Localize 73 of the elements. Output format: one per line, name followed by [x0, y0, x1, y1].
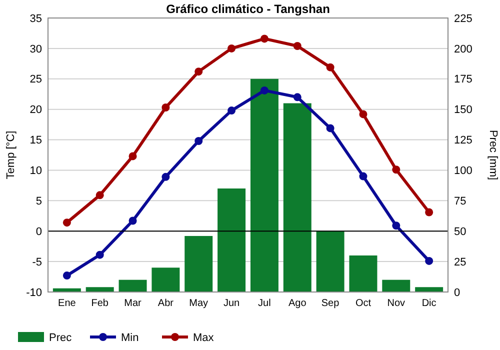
y-tick-label: 5	[36, 196, 42, 208]
y2-tick-label: 225	[454, 12, 472, 25]
y-tick-label: 30	[30, 43, 42, 56]
x-tick-label: Dic	[422, 298, 436, 309]
y2-tick-label: 100	[454, 165, 472, 178]
bar	[118, 280, 147, 292]
x-tick-label: Feb	[91, 298, 109, 309]
point	[326, 63, 334, 72]
y-tick-label: -10	[26, 286, 42, 299]
y2-tick-label: 175	[454, 74, 472, 86]
y-tick-label: 20	[30, 104, 42, 116]
y-axis-title: Temp [°C]	[5, 130, 17, 180]
y2-tick-label: 50	[454, 226, 466, 238]
point	[228, 44, 236, 52]
point	[228, 106, 236, 115]
point	[326, 124, 334, 132]
bar	[283, 103, 312, 292]
point	[293, 93, 302, 102]
y2-tick-label: 125	[454, 134, 472, 147]
point	[260, 86, 268, 94]
point	[128, 216, 137, 225]
x-tick-label: Sep	[321, 298, 340, 309]
y-tick-label: 35	[30, 12, 42, 25]
point	[392, 166, 400, 174]
bar	[382, 280, 410, 292]
x-tick-label: Ene	[58, 298, 76, 309]
y2-axis-title: Prec [mm]	[487, 130, 499, 180]
bar	[152, 268, 180, 292]
y2-tick-label: 25	[454, 256, 466, 268]
legend-label: Max	[193, 332, 214, 344]
chart-title: Gráfico climático - Tangshan	[166, 2, 330, 16]
x-tick-label: Mar	[124, 298, 142, 309]
point	[162, 104, 170, 112]
bar	[250, 78, 278, 292]
point	[194, 136, 203, 145]
y2-tick-label: 75	[454, 196, 466, 208]
point	[194, 68, 203, 76]
point	[392, 222, 400, 230]
y-tick-label: -5	[32, 256, 42, 268]
y2-tick-label: 150	[454, 104, 472, 116]
x-tick-label: Ago	[288, 298, 307, 309]
y2-tick-label: 200	[454, 43, 472, 56]
y-tick-label: 0	[36, 226, 42, 238]
x-tick-label: Jul	[258, 298, 271, 309]
point	[260, 34, 268, 43]
point	[62, 218, 71, 227]
point	[425, 256, 434, 265]
bar	[316, 231, 344, 292]
x-tick-label: Nov	[387, 298, 406, 309]
point	[62, 272, 71, 280]
point	[128, 152, 137, 160]
y-tick-label: 25	[30, 74, 42, 86]
y-tick-label: 10	[30, 165, 42, 178]
x-tick-label: Oct	[355, 298, 372, 309]
point	[162, 172, 170, 181]
x-tick-label: May	[189, 298, 208, 309]
x-tick-label: Jun	[223, 298, 240, 309]
bar	[349, 255, 378, 292]
y2-tick-label: 0	[454, 286, 460, 299]
bar	[184, 236, 213, 292]
point	[96, 191, 104, 200]
point	[359, 172, 368, 180]
bar	[86, 287, 114, 292]
legend-label: Prec	[49, 332, 72, 344]
x-tick-label: Abr	[158, 298, 174, 309]
y-tick-label: 15	[30, 134, 42, 147]
bar	[218, 188, 246, 292]
point	[359, 110, 368, 118]
point	[425, 208, 434, 216]
bar	[415, 287, 444, 292]
point	[293, 42, 302, 50]
point	[96, 250, 104, 259]
legend-label: Min	[121, 332, 139, 344]
